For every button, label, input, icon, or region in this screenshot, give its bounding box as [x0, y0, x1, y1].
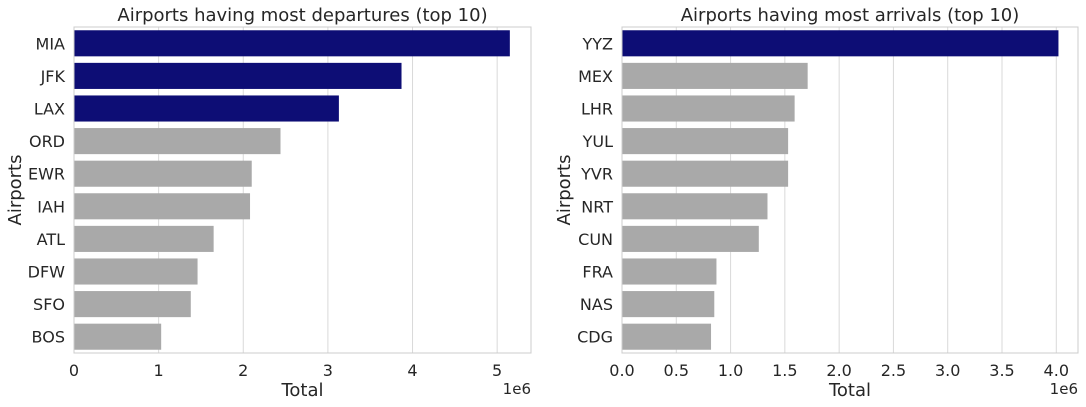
- bar-cun: [622, 225, 759, 252]
- y-tick-label: SFO: [33, 295, 65, 314]
- y-tick-labels: YYZ MEX LHR YUL YVR NRT CUN FRA NAS CDG: [577, 34, 613, 346]
- x-tick-label: 4.0: [1044, 361, 1069, 380]
- x-tick-label: 3.5: [989, 361, 1014, 380]
- bar-ord: [74, 128, 281, 155]
- bar-atl: [74, 225, 214, 252]
- x-tick-label: 5: [492, 361, 502, 380]
- y-tick-label: LHR: [581, 100, 613, 119]
- y-tick-label: DFW: [28, 263, 66, 282]
- x-tick-label: 3.0: [935, 361, 960, 380]
- y-tick-label: IAH: [37, 197, 65, 216]
- x-tick-label: 1.5: [772, 361, 797, 380]
- y-tick-label: ATL: [37, 230, 65, 249]
- bar-iah: [74, 193, 251, 220]
- y-tick-label: FRA: [582, 263, 613, 282]
- y-tick-label: EWR: [28, 165, 65, 184]
- bar-mia: [74, 30, 510, 57]
- bar-bos: [74, 323, 162, 350]
- x-tick-label: 2: [238, 361, 248, 380]
- bar-dfw: [74, 258, 198, 285]
- chart-title: Airports having most departures (top 10): [117, 5, 487, 26]
- y-tick-label: JFK: [40, 67, 66, 86]
- y-tick-label: ORD: [29, 132, 65, 151]
- y-tick-label: YYZ: [581, 34, 613, 53]
- y-tick-label: LAX: [34, 100, 65, 119]
- x-tick-labels: 0.0 0.5 1.0 1.5 2.0 2.5 3.0 3.5 4.0: [609, 361, 1069, 380]
- y-tick-label: CDG: [577, 328, 613, 347]
- bar-lhr: [622, 95, 795, 122]
- x-tick-label: 0: [69, 361, 79, 380]
- y-axis-label: Airports: [554, 155, 575, 226]
- bar-sfo: [74, 291, 191, 318]
- x-offset-label: 1e6: [503, 380, 531, 398]
- x-tick-label: 2.5: [881, 361, 906, 380]
- plot-frame: [621, 26, 1079, 354]
- bars: [622, 30, 1059, 350]
- x-tick-label: 1.0: [718, 361, 743, 380]
- y-tick-labels: MIA JFK LAX ORD EWR IAH ATL DFW SFO BOS: [28, 34, 66, 346]
- x-axis-label: Total: [828, 380, 871, 401]
- y-tick-label: NRT: [581, 197, 613, 216]
- x-tick-label: 0.5: [664, 361, 689, 380]
- bar-nas: [622, 291, 715, 318]
- x-tick-labels: 0 1 2 3 4 5: [69, 361, 502, 380]
- x-tick-label: 2.0: [826, 361, 851, 380]
- bar-lax: [74, 95, 339, 122]
- bar-yyz: [622, 30, 1059, 57]
- y-tick-label: CUN: [578, 230, 613, 249]
- bar-fra: [622, 258, 717, 285]
- bar-nrt: [622, 193, 768, 220]
- plot-frame: [73, 26, 532, 354]
- bar-cdg: [622, 323, 712, 350]
- departures-chart: MIA JFK LAX ORD EWR IAH ATL DFW SFO BOS 0 1 2 3 4 5 Ai…: [5, 5, 532, 401]
- bar-yul: [622, 128, 789, 155]
- x-tick-label: 3: [323, 361, 333, 380]
- bar-jfk: [74, 62, 402, 89]
- y-tick-label: NAS: [580, 295, 613, 314]
- y-tick-label: YVR: [580, 165, 613, 184]
- y-tick-label: MEX: [578, 67, 613, 86]
- x-offset-label: 1e6: [1050, 380, 1078, 398]
- y-tick-label: YUL: [582, 132, 613, 151]
- bars: [74, 30, 510, 350]
- x-tick-label: 0.0: [609, 361, 634, 380]
- y-tick-label: MIA: [36, 34, 66, 53]
- x-tick-label: 4: [407, 361, 417, 380]
- arrivals-chart: YYZ MEX LHR YUL YVR NRT CUN FRA NAS CDG 0.0 0.5 1.0…: [554, 5, 1079, 401]
- x-axis-label: Total: [280, 380, 323, 401]
- bar-ewr: [74, 160, 252, 187]
- y-tick-label: BOS: [32, 328, 65, 347]
- bar-mex: [622, 62, 808, 89]
- x-tick-label: 1: [154, 361, 164, 380]
- chart-title: Airports having most arrivals (top 10): [681, 5, 1020, 26]
- bar-yvr: [622, 160, 789, 187]
- y-axis-label: Airports: [5, 155, 26, 226]
